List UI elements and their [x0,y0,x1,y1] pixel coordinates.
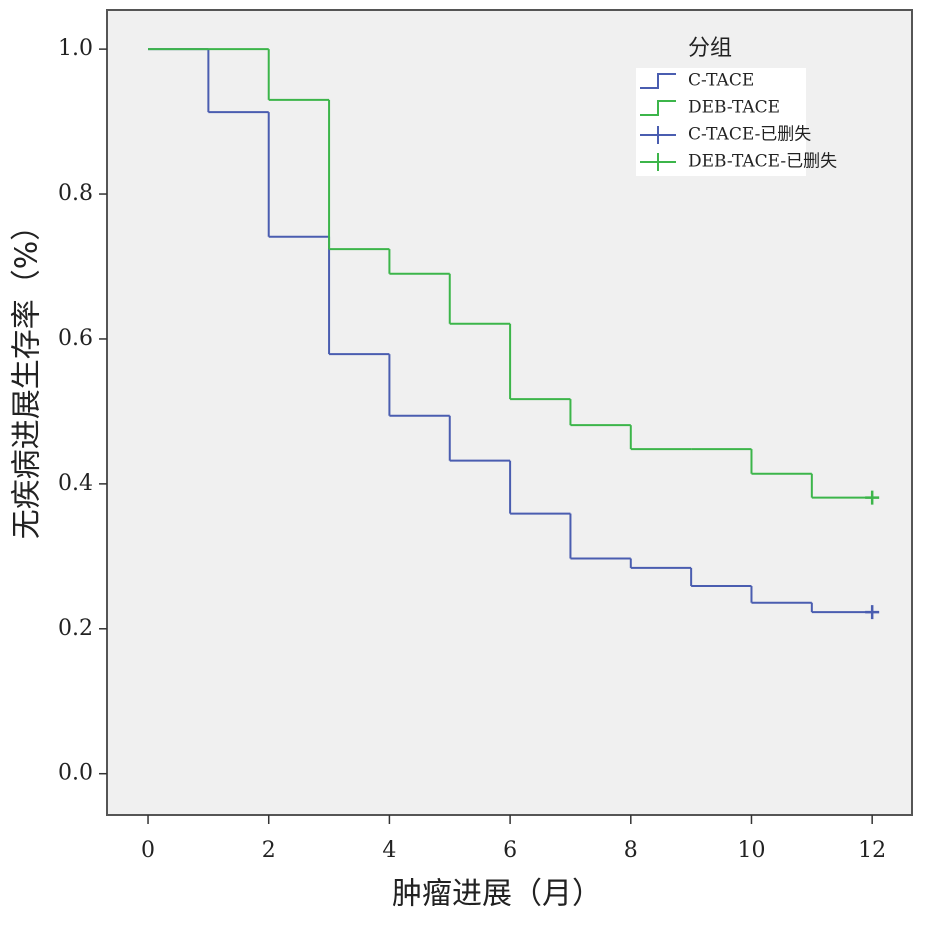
y-tick-label: 0.2 [58,616,93,641]
y-tick-label: 0.8 [58,181,93,206]
legend-title: 分组 [688,36,732,61]
legend-swatch [640,126,676,144]
x-tick-label: 12 [858,838,886,863]
legend-label: C-TACE [688,71,754,91]
x-tick-label: 6 [503,838,517,863]
legend-swatch [640,153,676,171]
x-tick-label: 2 [262,838,276,863]
y-tick-label: 0.6 [58,326,93,351]
legend-label: C-TACE-已删失 [688,125,811,145]
censor-mark [865,605,880,620]
censor-mark [865,490,880,505]
x-tick-label: 10 [737,838,765,863]
legend-swatch [640,100,676,116]
x-tick-label: 4 [382,838,396,863]
legend-swatch [640,73,676,89]
x-tick-label: 8 [624,838,638,863]
legend-box [636,68,806,176]
legend-label: DEB-TACE-已删失 [688,152,837,172]
x-axis-label: 肿瘤进展（月） [392,877,602,912]
y-tick-label: 1.0 [58,36,93,61]
x-tick-label: 0 [141,838,155,863]
y-tick-label: 0.4 [58,471,93,496]
y-tick-label: 0.0 [58,761,93,786]
legend-label: DEB-TACE [688,98,780,118]
y-axis-label: 无疾病进展生存率（%） [10,211,45,540]
